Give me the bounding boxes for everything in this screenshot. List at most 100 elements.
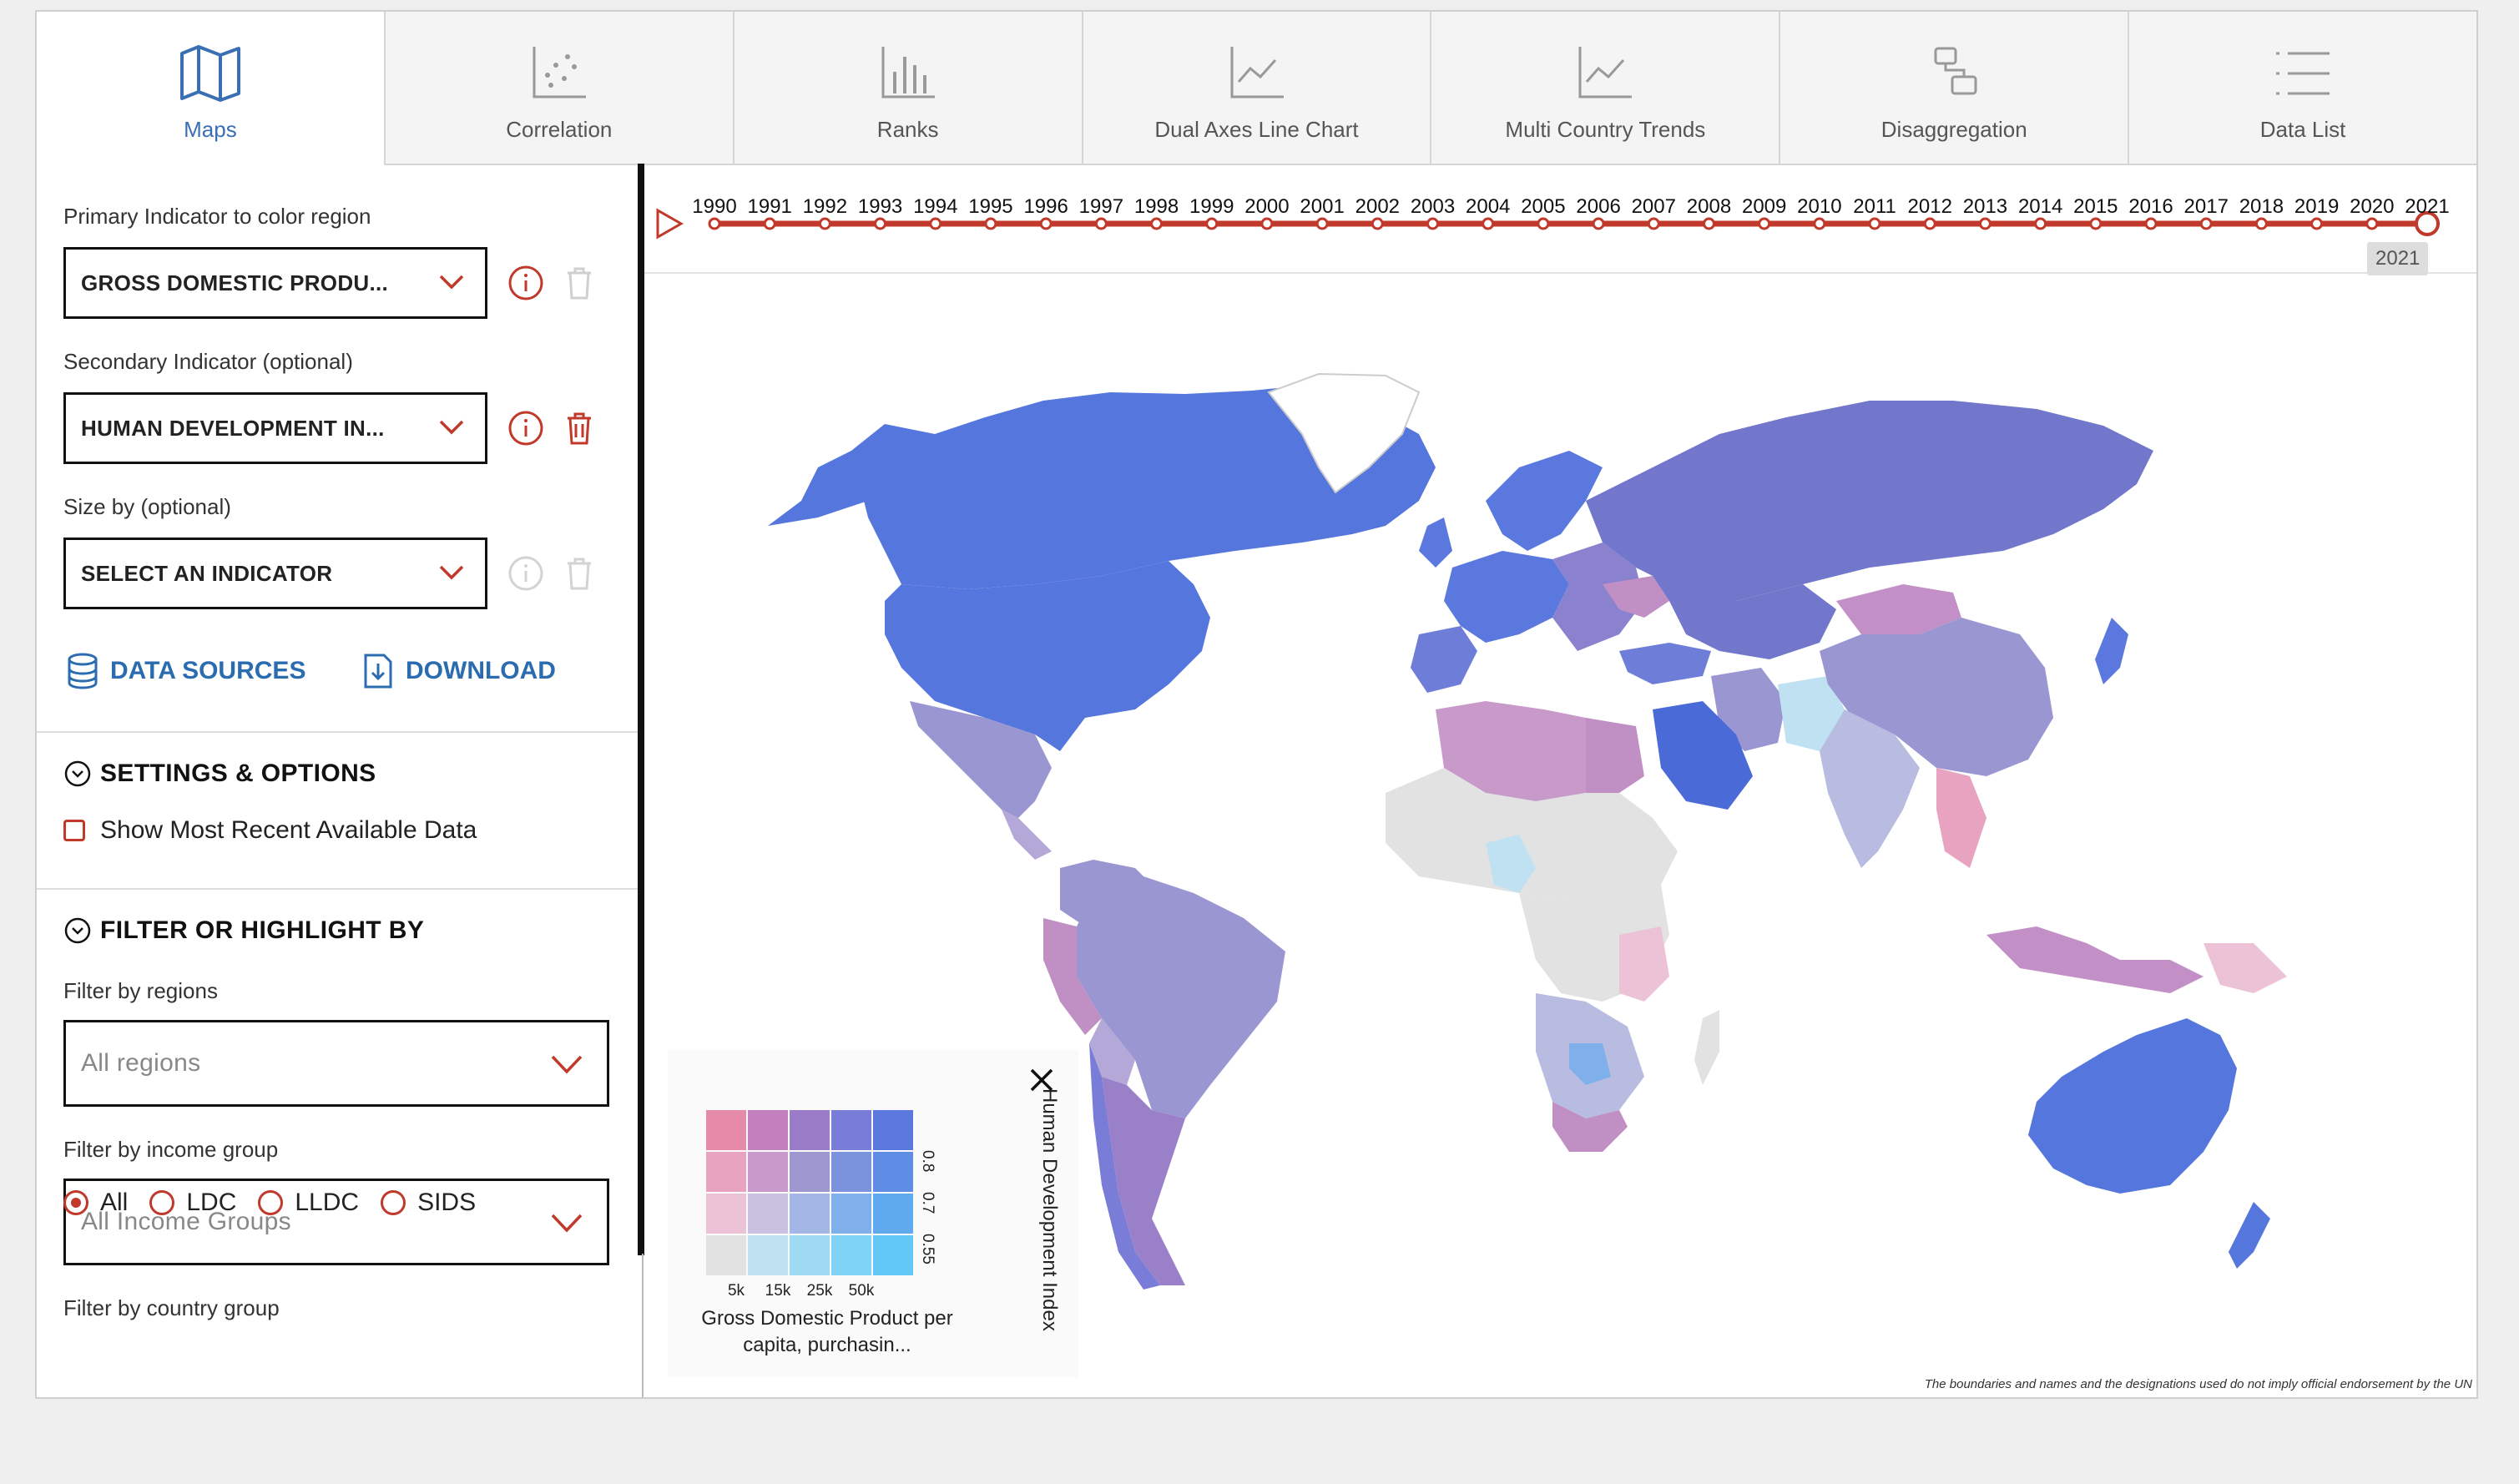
country-mexico[interactable] <box>910 701 1052 818</box>
country-saudi-arabia[interactable] <box>1653 701 1753 810</box>
radio-circle[interactable] <box>258 1190 284 1215</box>
year-label[interactable]: 2006 <box>1576 195 1621 218</box>
year-label[interactable]: 1994 <box>913 195 958 218</box>
year-point[interactable] <box>1868 217 1881 230</box>
year-label[interactable]: 2012 <box>1907 195 1952 218</box>
year-label[interactable]: 1997 <box>1078 195 1124 218</box>
country-turkey[interactable] <box>1619 643 1711 684</box>
tab-dual-axes[interactable]: Dual Axes Line Chart <box>1083 12 1432 165</box>
country-botswana[interactable] <box>1569 1043 1611 1085</box>
country-sahel[interactable] <box>1386 768 1678 901</box>
trash-icon[interactable] <box>561 410 598 447</box>
secondary-indicator-select[interactable]: HUMAN DEVELOPMENT IN... <box>63 392 487 464</box>
year-point[interactable] <box>2254 217 2268 230</box>
year-point[interactable] <box>929 217 942 230</box>
year-label[interactable]: 1999 <box>1189 195 1234 218</box>
country-greenland[interactable] <box>1267 372 1421 494</box>
country-pakistan-afghanistan[interactable] <box>1778 676 1845 751</box>
year-label[interactable]: 1991 <box>747 195 792 218</box>
year-point[interactable] <box>1758 217 1771 230</box>
primary-indicator-select[interactable]: GROSS DOMESTIC PRODU... <box>63 247 487 319</box>
year-point[interactable] <box>1371 217 1384 230</box>
country-russia[interactable] <box>1586 401 2153 601</box>
radio-circle[interactable] <box>63 1190 88 1215</box>
year-point[interactable] <box>1702 217 1715 230</box>
radio-circle[interactable] <box>381 1190 406 1215</box>
year-point[interactable] <box>1482 217 1495 230</box>
year-label[interactable]: 1990 <box>692 195 737 218</box>
year-label[interactable]: 2014 <box>2017 195 2063 218</box>
year-point[interactable] <box>2144 217 2158 230</box>
year-label[interactable]: 1992 <box>802 195 848 218</box>
year-point[interactable] <box>1537 217 1550 230</box>
country-papua[interactable] <box>2203 943 2287 993</box>
country-scandinavia[interactable] <box>1486 451 1603 551</box>
regions-filter-select[interactable]: All regions <box>63 1020 609 1107</box>
year-point[interactable] <box>2415 211 2440 236</box>
year-point[interactable] <box>1923 217 1936 230</box>
country-eastern-europe[interactable] <box>1552 543 1644 651</box>
year-point[interactable] <box>1426 217 1440 230</box>
year-point[interactable] <box>2199 217 2213 230</box>
country-australia[interactable] <box>2028 1018 2237 1194</box>
year-label[interactable]: 1993 <box>857 195 903 218</box>
country-mongolia[interactable] <box>1836 584 1961 634</box>
year-label[interactable]: 2005 <box>1521 195 1566 218</box>
data-sources-link[interactable]: DATA SOURCES <box>65 652 305 690</box>
country-bolivia[interactable] <box>1089 1018 1135 1085</box>
year-point[interactable] <box>1150 217 1164 230</box>
year-point[interactable] <box>2310 217 2324 230</box>
year-label[interactable]: 2003 <box>1410 195 1456 218</box>
country-ukraine[interactable] <box>1603 576 1669 618</box>
year-label[interactable]: 2004 <box>1466 195 1511 218</box>
country-new-zealand[interactable] <box>2229 1202 2270 1269</box>
year-label[interactable]: 2002 <box>1355 195 1401 218</box>
year-point[interactable] <box>1260 217 1274 230</box>
country-india[interactable] <box>1820 709 1920 868</box>
radio-lldc[interactable]: LLDC <box>258 1189 359 1217</box>
tab-data-list[interactable]: Data List <box>2129 12 2477 165</box>
country-argentina[interactable] <box>1102 1077 1185 1285</box>
year-point[interactable] <box>1094 217 1108 230</box>
year-point[interactable] <box>2089 217 2103 230</box>
year-label[interactable]: 2009 <box>1741 195 1787 218</box>
year-label[interactable]: 1996 <box>1023 195 1068 218</box>
panel-scrollbar[interactable] <box>638 164 644 1255</box>
country-chile[interactable] <box>1089 1043 1160 1290</box>
year-label[interactable]: 2020 <box>2350 195 2395 218</box>
year-label[interactable]: 2010 <box>1797 195 1842 218</box>
year-label[interactable]: 2007 <box>1631 195 1676 218</box>
year-label[interactable]: 2011 <box>1853 195 1896 218</box>
filter-section-toggle[interactable]: FILTER OR HIGHLIGHT BY <box>63 916 424 945</box>
size-by-select[interactable]: SELECT AN INDICATOR <box>63 538 487 609</box>
country-colombia-venezuela[interactable] <box>1060 860 1152 926</box>
close-icon[interactable] <box>1027 1065 1057 1095</box>
tab-correlation[interactable]: Correlation <box>385 12 734 165</box>
year-label[interactable]: 2021 <box>2405 195 2450 218</box>
tab-ranks[interactable]: Ranks <box>734 12 1083 165</box>
country-uk[interactable] <box>1419 517 1452 568</box>
tab-multi-country[interactable]: Multi Country Trends <box>1431 12 1781 165</box>
radio-sids[interactable]: SIDS <box>381 1189 476 1217</box>
year-point[interactable] <box>2034 217 2047 230</box>
year-label[interactable]: 2013 <box>1962 195 2008 218</box>
year-point[interactable] <box>1647 217 1660 230</box>
country-indonesia[interactable] <box>1986 926 2203 993</box>
country-madagascar[interactable] <box>1694 1010 1719 1085</box>
country-japan[interactable] <box>2095 618 2128 684</box>
year-point[interactable] <box>874 217 887 230</box>
country-southeast-asia[interactable] <box>1936 768 1986 868</box>
radio-all[interactable]: All <box>63 1189 128 1217</box>
year-label[interactable]: 2000 <box>1244 195 1290 218</box>
country-western-europe[interactable] <box>1444 551 1569 643</box>
show-recent-checkbox[interactable]: Show Most Recent Available Data <box>63 816 477 845</box>
year-label[interactable]: 1998 <box>1133 195 1179 218</box>
year-point[interactable] <box>1813 217 1826 230</box>
country-iberia[interactable] <box>1411 626 1477 693</box>
country-kazakhstan[interactable] <box>1669 584 1836 659</box>
radio-circle[interactable] <box>149 1190 175 1215</box>
country-brazil[interactable] <box>1077 876 1285 1118</box>
country-china[interactable] <box>1820 618 2053 776</box>
info-icon[interactable] <box>507 410 544 447</box>
year-label[interactable]: 2001 <box>1300 195 1345 218</box>
